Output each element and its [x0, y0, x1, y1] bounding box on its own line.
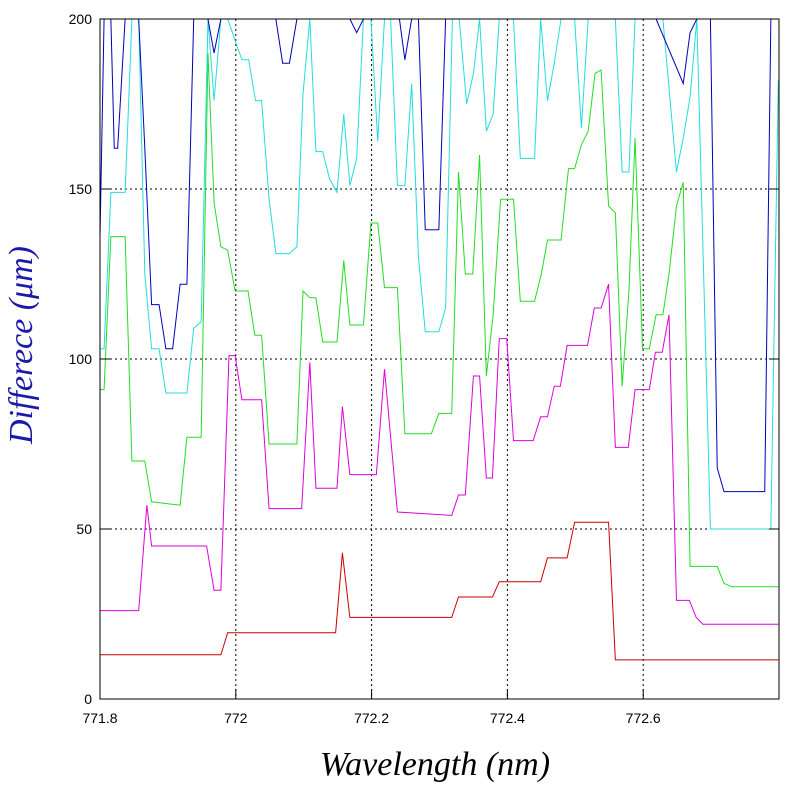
x-tick-label: 772.2 [354, 710, 389, 726]
y-tick-label: 200 [69, 11, 93, 27]
x-tick-label: 772.6 [626, 710, 661, 726]
x-tick-label: 772.4 [490, 710, 525, 726]
y-tick-label: 100 [69, 351, 93, 367]
data-line [100, 284, 779, 625]
y-tick-label: 0 [84, 691, 92, 707]
y-axis-label: Differece (μm) [3, 246, 40, 445]
data-line [100, 19, 779, 493]
data-line [100, 52, 779, 588]
data-line [100, 521, 779, 661]
plot-lines [100, 19, 779, 661]
axes: 771.8 772 772.2 772.4 772.6 0 50 100 150 200 [69, 11, 779, 726]
y-tick-label: 50 [76, 521, 92, 537]
x-tick-label: 772 [224, 710, 248, 726]
x-axis-label: Wavelength (nm) [320, 746, 550, 783]
data-line [100, 19, 779, 530]
x-tick-label: 771.8 [82, 710, 117, 726]
y-tick-label: 150 [69, 181, 93, 197]
